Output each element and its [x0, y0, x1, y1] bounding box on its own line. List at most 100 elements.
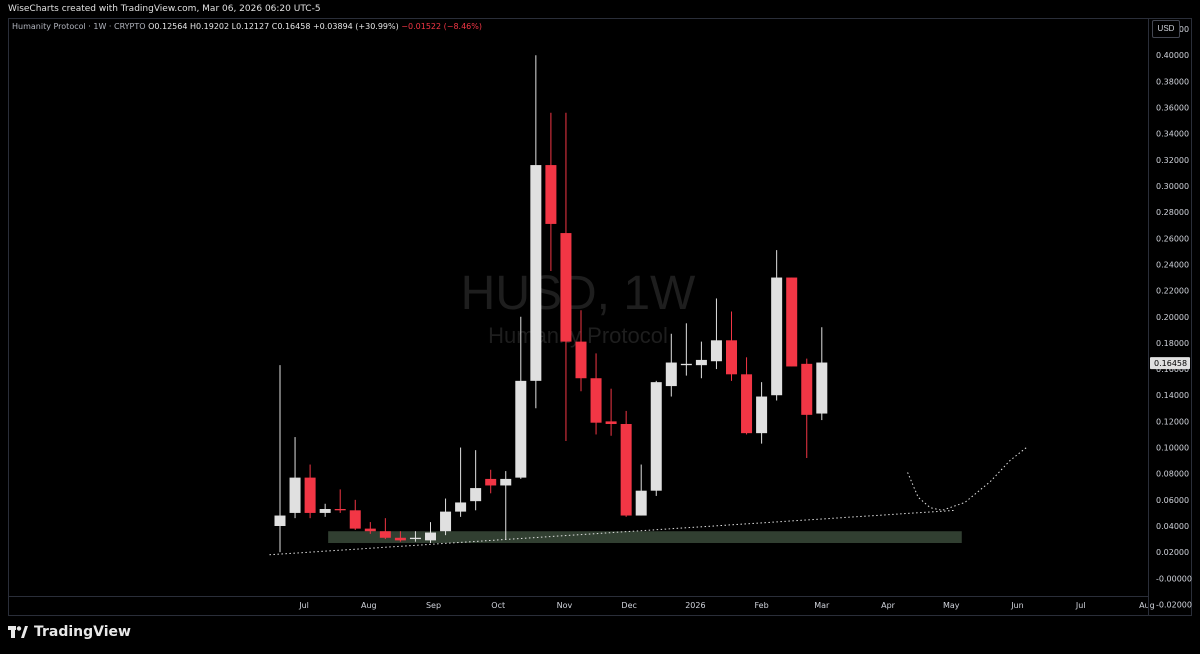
candle-body: [650, 382, 662, 491]
candle[interactable]: [726, 311, 737, 381]
candle[interactable]: [801, 358, 813, 458]
candle-body: [605, 421, 617, 424]
tradingview-logo-text: TradingView: [34, 624, 131, 640]
candle-body: [440, 511, 452, 532]
candle-body: [470, 488, 482, 502]
candle[interactable]: [665, 333, 677, 397]
x-tick-label: 2026: [685, 601, 705, 610]
candle[interactable]: [680, 323, 692, 376]
candle[interactable]: [530, 55, 542, 409]
candle-body: [409, 537, 421, 540]
y-tick-label: 0.20000: [1156, 313, 1189, 322]
candle-body: [425, 532, 436, 541]
tradingview-logo[interactable]: TradingView: [8, 624, 131, 640]
x-tick-label: Sep: [426, 601, 441, 610]
candle-body: [771, 277, 783, 396]
candle[interactable]: [710, 298, 722, 370]
candle-body: [620, 424, 632, 516]
time-axis-separator: [8, 596, 1148, 597]
y-tick-label: 0.02000: [1156, 548, 1189, 557]
candle[interactable]: [515, 316, 527, 479]
candle[interactable]: [394, 531, 406, 542]
last-price-value: 0.16458: [1154, 359, 1187, 368]
candle[interactable]: [289, 437, 301, 519]
candle[interactable]: [379, 518, 391, 540]
x-tick-label: Jun: [1010, 601, 1024, 610]
candle[interactable]: [590, 353, 602, 435]
legend-close: C0.16458: [271, 22, 311, 31]
candle[interactable]: [741, 357, 753, 435]
support-zone[interactable]: [328, 531, 962, 543]
candle[interactable]: [455, 447, 467, 517]
x-tick-label: Apr: [881, 601, 896, 610]
candle[interactable]: [304, 464, 316, 519]
legend-high: H0.19202: [190, 22, 230, 31]
projection-path[interactable]: [907, 447, 1027, 511]
candle-body: [394, 537, 406, 541]
candle-body: [801, 363, 813, 415]
y-tick-label: 0.38000: [1156, 77, 1189, 86]
y-tick-label: 0.40000: [1156, 51, 1189, 60]
candle-body: [816, 362, 828, 414]
candle-body: [635, 490, 647, 516]
y-tick-label: 0.10000: [1156, 444, 1189, 453]
ohlc-legend: Humanity Protocol · 1W · CRYPTO O0.12564…: [12, 22, 482, 31]
tradingview-logo-icon: [8, 626, 28, 638]
candle[interactable]: [620, 410, 632, 517]
x-tick-label: Oct: [491, 601, 505, 610]
legend-change: +0.03894 (+30.99%): [312, 22, 399, 31]
candle-body: [680, 363, 692, 366]
x-tick-label: Aug: [1139, 601, 1155, 610]
candle[interactable]: [334, 489, 346, 513]
candle[interactable]: [650, 380, 662, 496]
candle-body: [741, 374, 753, 434]
x-tick-label: May: [943, 601, 960, 610]
y-tick-label: 0.34000: [1156, 130, 1189, 139]
candle[interactable]: [816, 327, 828, 421]
candle[interactable]: [485, 469, 497, 494]
x-tick-label: Nov: [557, 601, 573, 610]
candle[interactable]: [409, 531, 421, 542]
candle[interactable]: [470, 450, 482, 511]
y-tick-label: 0.12000: [1156, 417, 1189, 426]
y-tick-label: 0.04000: [1156, 522, 1189, 531]
y-tick-label: 0.28000: [1156, 208, 1189, 217]
price-axis-separator: [1148, 18, 1149, 616]
x-tick-label: Jul: [1075, 601, 1086, 610]
chart-frame: [8, 18, 1192, 616]
candle[interactable]: [319, 503, 331, 517]
candle[interactable]: [635, 464, 647, 516]
candle[interactable]: [560, 112, 572, 441]
candle-body: [364, 528, 376, 532]
top-bar: WiseCharts created with TradingView.com,…: [0, 0, 1200, 20]
y-tick-label: -0.00000: [1156, 574, 1192, 583]
candle[interactable]: [500, 471, 512, 540]
candle[interactable]: [545, 112, 557, 271]
candle-body: [756, 396, 768, 434]
y-tick-label: 0.30000: [1156, 182, 1189, 191]
currency-button[interactable]: USD: [1152, 20, 1180, 38]
x-tick-label: Aug: [361, 601, 377, 610]
candle-body: [545, 165, 557, 224]
candle[interactable]: [695, 341, 707, 379]
y-tick-label: 0.22000: [1156, 287, 1189, 296]
candle[interactable]: [425, 522, 436, 543]
y-tick-label: -0.02000: [1156, 600, 1192, 609]
candle-body: [560, 233, 572, 342]
candle[interactable]: [756, 382, 768, 444]
candle[interactable]: [349, 499, 361, 530]
y-tick-label: 0.14000: [1156, 391, 1189, 400]
candle[interactable]: [274, 365, 286, 553]
candle[interactable]: [771, 250, 783, 401]
candle[interactable]: [575, 310, 587, 392]
candle[interactable]: [364, 522, 376, 534]
candle[interactable]: [440, 498, 452, 536]
candle[interactable]: [605, 388, 617, 436]
candle-body: [455, 502, 467, 512]
legend-open: O0.12564: [148, 22, 188, 31]
candle[interactable]: [786, 277, 798, 367]
candle-body: [575, 341, 587, 379]
trendline[interactable]: [269, 509, 956, 556]
x-tick-label: Mar: [814, 601, 830, 610]
